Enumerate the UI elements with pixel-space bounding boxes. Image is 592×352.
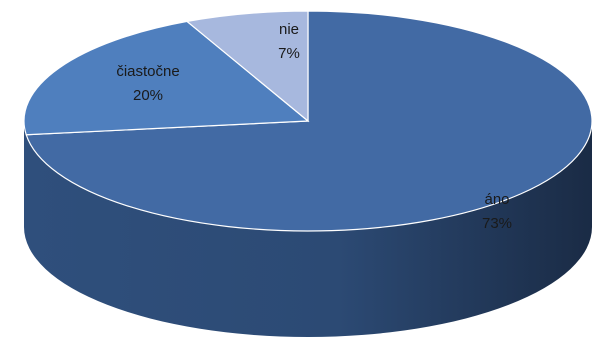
pie-slice bbox=[23, 20, 310, 136]
slice-value-label: 7% bbox=[278, 45, 300, 62]
pie-slice bbox=[25, 10, 592, 232]
pie-side bbox=[24, 121, 592, 337]
pie-top-group bbox=[23, 10, 592, 232]
pie-slice bbox=[185, 10, 309, 123]
slice-name-label: áno bbox=[484, 191, 509, 208]
slice-name-label: nie bbox=[279, 21, 299, 38]
pie-side-group bbox=[24, 121, 592, 337]
pie-label-group: áno 73% čiastočne 20% nie 7% bbox=[116, 21, 512, 232]
slice-value-label: 20% bbox=[133, 87, 163, 104]
slice-value-label: 73% bbox=[482, 215, 512, 232]
slice-name-label: čiastočne bbox=[116, 63, 179, 80]
